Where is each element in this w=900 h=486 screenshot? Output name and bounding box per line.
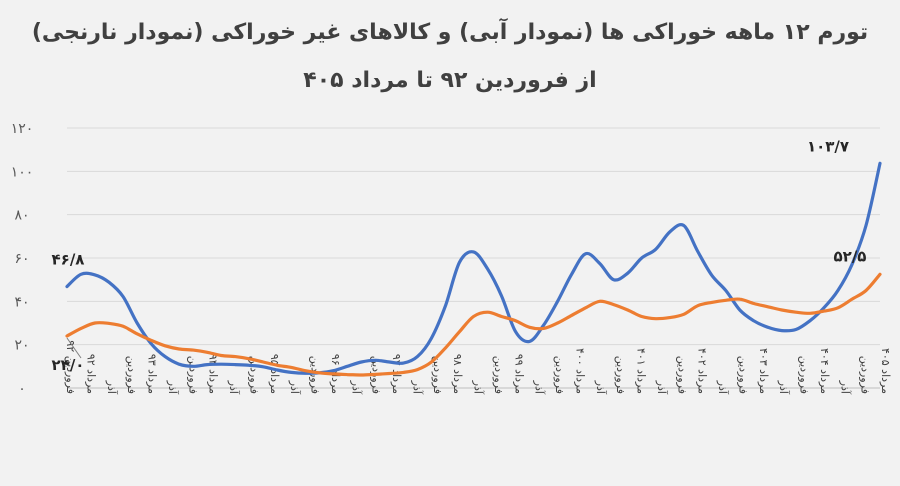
chart-title: تورم ۱۲ ماهه خوراکی ها (نمودار آبی) و کا…: [31, 20, 869, 45]
x-tick-label: آذر: [349, 380, 363, 395]
x-tick-label: مرداد ۹۴: [207, 354, 220, 394]
x-tick-label: فروردین: [614, 356, 627, 394]
x-tick-label: مرداد ۹۹: [512, 354, 525, 394]
data-label: ۱۰۳/۷: [807, 137, 849, 155]
x-tick-label: مرداد ۴۰۱: [635, 348, 648, 394]
x-tick-label: آذر: [410, 380, 424, 395]
x-tick-label: مرداد ۴۰۴: [818, 348, 831, 394]
x-tick-label: مرداد ۴۰۵: [879, 348, 892, 394]
x-tick-label: مرداد ۴۰۳: [757, 348, 770, 394]
y-tick-label: ۲۰: [14, 338, 29, 354]
data-label-leader: [66, 337, 82, 359]
x-tick-label: مرداد ۹۸: [451, 354, 464, 394]
x-tick-label: آذر: [594, 380, 608, 395]
x-tick-label: آذر: [227, 380, 241, 395]
y-tick-label: ۴۰: [14, 294, 29, 310]
series-line-orange: [65, 272, 882, 377]
x-tick-label: آذر: [472, 380, 486, 395]
y-tick-label: ۶۰: [14, 251, 29, 267]
x-tick-label: فروردین ۹۲: [64, 340, 77, 394]
x-tick-label: مرداد ۴۰۰: [573, 348, 586, 394]
x-tick-label: آذر: [166, 380, 180, 395]
x-tick-label: فروردین: [859, 356, 872, 394]
data-label: ۵۲/۵: [834, 247, 867, 265]
x-tick-label: مرداد ۹۲: [84, 354, 97, 394]
x-tick-label: فروردین: [675, 356, 688, 394]
x-tick-label: فروردین: [309, 356, 322, 394]
x-tick-label: آذر: [533, 380, 547, 395]
x-tick-label: آذر: [838, 380, 852, 395]
x-tick-label: فروردین: [125, 356, 138, 394]
x-tick-label: آذر: [105, 380, 119, 395]
x-tick-label: آذر: [716, 380, 730, 395]
x-tick-label: مرداد ۹۳: [146, 354, 159, 394]
x-tick-label: فروردین: [186, 356, 199, 394]
x-tick-label: مرداد ۹۵: [268, 354, 281, 394]
y-tick-label: ۰: [18, 381, 26, 397]
x-tick-label: فروردین: [798, 356, 811, 394]
x-tick-label: فروردین: [736, 356, 749, 394]
x-tick-label: فروردین: [492, 356, 505, 394]
series-line-blue: [65, 161, 882, 375]
x-tick-label: فروردین: [431, 356, 444, 394]
y-tick-label: ۱۲۰: [11, 121, 34, 137]
x-tick-label: فروردین: [553, 356, 566, 394]
y-tick-label: ۸۰: [14, 208, 29, 224]
y-tick-label: ۱۰۰: [11, 164, 34, 180]
x-tick-label: آذر: [288, 380, 302, 395]
x-tick-label: آذر: [777, 380, 791, 395]
x-tick-label: آذر: [655, 380, 669, 395]
x-tick-label: مرداد ۴۰۲: [696, 348, 709, 394]
chart-subtitle: از فروردین ۹۲ تا مرداد ۴۰۵: [303, 68, 597, 93]
data-label: ۲۴/۰: [52, 356, 85, 374]
data-label: ۴۶/۸: [52, 251, 85, 269]
